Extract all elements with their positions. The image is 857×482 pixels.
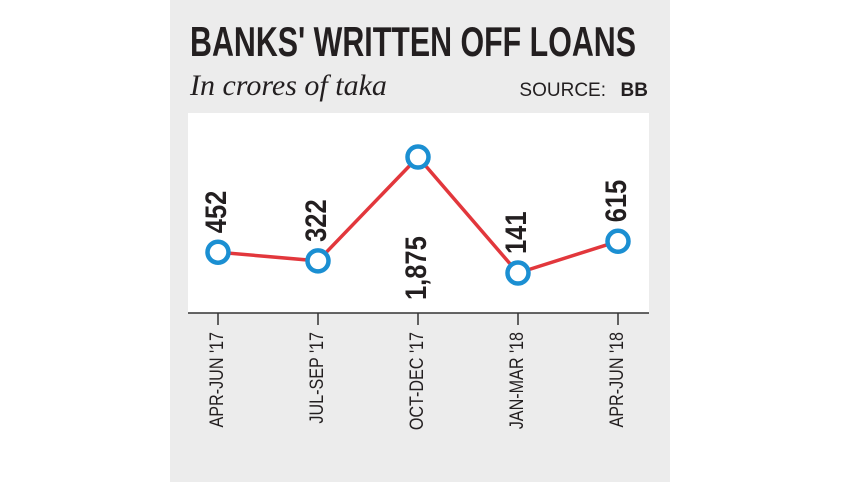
data-point	[605, 228, 631, 255]
x-tick-label: APR-JUN '18	[606, 332, 628, 428]
chart-subtitle: In crores of taka	[189, 69, 387, 102]
data-point	[305, 248, 331, 274]
x-tick-label: APR-JUN '17	[206, 332, 228, 427]
x-tick-label: OCT-DEC '17	[406, 332, 428, 430]
data-point	[505, 260, 531, 286]
data-point	[205, 239, 231, 265]
x-tick-label: JUL-SEP '17	[306, 332, 328, 424]
x-tick-label: JAN-MAR '18	[506, 332, 528, 429]
data-label: 1,875	[399, 236, 432, 300]
data-label: 452	[199, 191, 232, 234]
data-label: 322	[299, 199, 332, 242]
data-label: 141	[499, 211, 532, 254]
source: BB	[621, 80, 648, 101]
data-label: 615	[599, 180, 632, 223]
chart-title: BANKS' WRITTEN OFF LOANS	[190, 18, 636, 65]
data-point	[405, 144, 431, 170]
source-label: SOURCE:	[519, 80, 606, 101]
